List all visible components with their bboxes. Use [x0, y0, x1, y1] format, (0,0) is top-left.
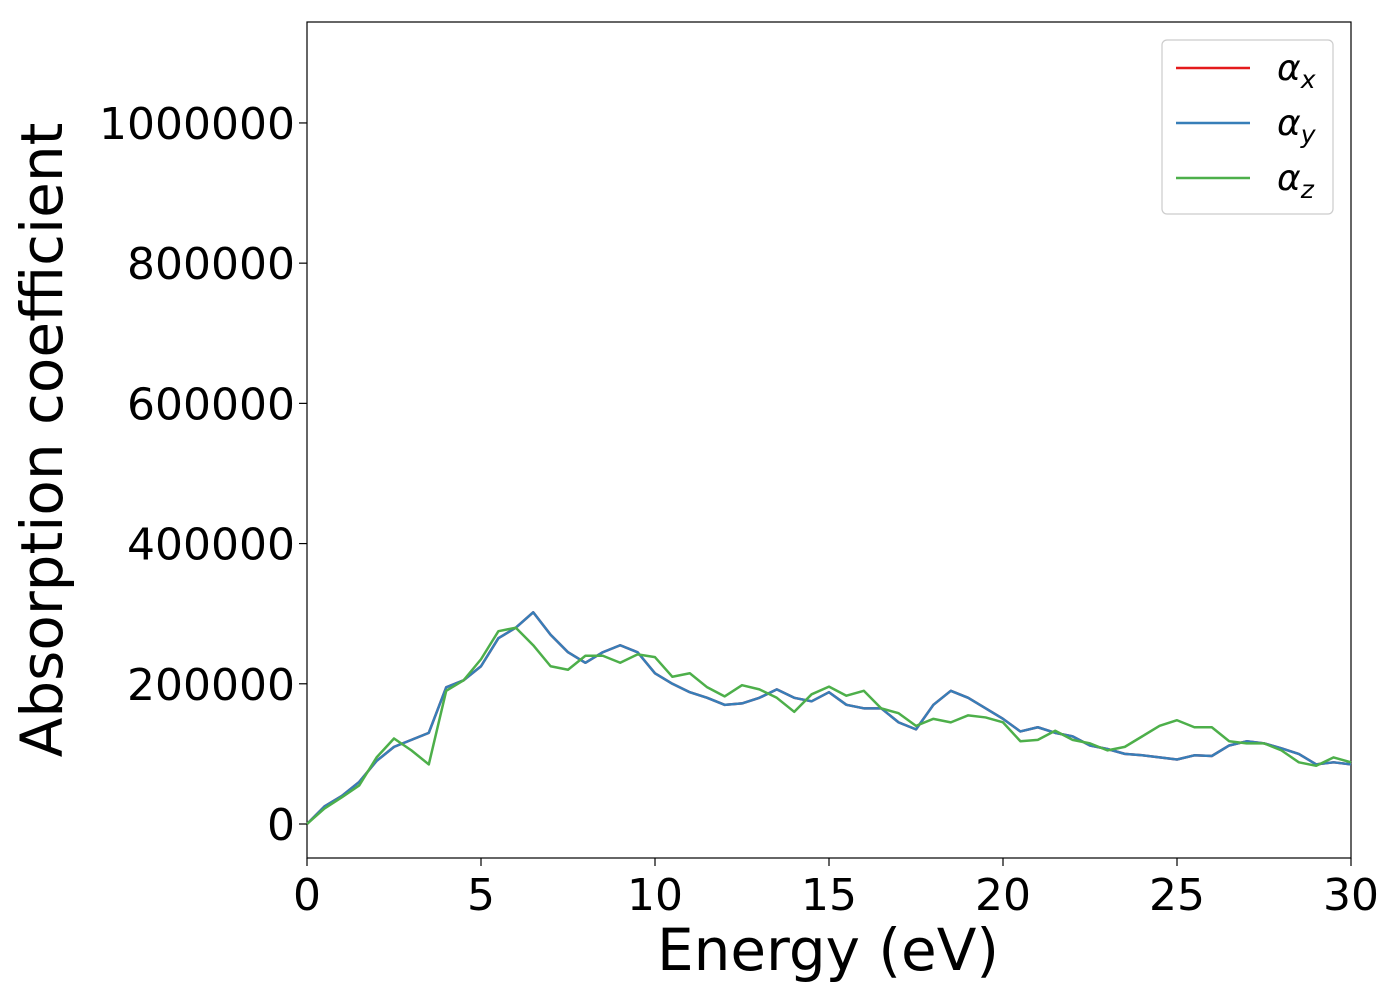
x-tick-label: 15	[801, 870, 857, 921]
y-tick-label: 0	[267, 800, 295, 851]
x-tick-label: 0	[293, 870, 321, 921]
y-tick-label: 800000	[127, 239, 295, 290]
legend-label: αx	[1277, 48, 1316, 94]
y-tick-label: 1000000	[99, 99, 295, 150]
x-axis-label: Energy (eV)	[657, 916, 999, 984]
y-tick-label: 400000	[127, 520, 295, 571]
y-tick-label: 200000	[127, 660, 295, 711]
x-tick-label: 10	[627, 870, 683, 921]
x-tick-label: 30	[1323, 870, 1379, 921]
y-axis-label: Absorption coefficient	[8, 123, 76, 758]
x-tick-label: 5	[467, 870, 495, 921]
legend-label: αy	[1277, 103, 1317, 149]
x-tick-label: 25	[1149, 870, 1205, 921]
legend-label: αz	[1277, 158, 1315, 204]
x-tick-label: 20	[975, 870, 1031, 921]
series-line	[306, 611, 1352, 825]
series-line	[306, 626, 1352, 825]
y-tick-label: 600000	[127, 379, 295, 430]
legend-box	[1161, 39, 1334, 215]
